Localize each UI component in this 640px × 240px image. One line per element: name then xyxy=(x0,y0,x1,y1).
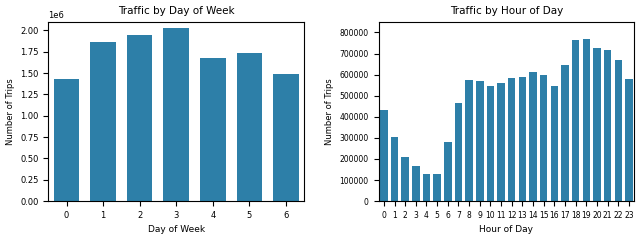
Bar xyxy=(582,39,590,201)
Bar xyxy=(54,79,79,201)
Title: Traffic by Day of Week: Traffic by Day of Week xyxy=(118,6,234,16)
Bar xyxy=(561,65,569,201)
Title: Traffic by Hour of Day: Traffic by Hour of Day xyxy=(450,6,563,16)
Bar xyxy=(127,35,152,201)
Bar xyxy=(614,60,622,201)
Bar xyxy=(465,80,473,201)
X-axis label: Hour of Day: Hour of Day xyxy=(479,225,533,234)
Bar xyxy=(90,42,116,201)
Bar xyxy=(423,174,430,201)
Bar xyxy=(163,28,189,201)
Bar xyxy=(508,78,515,201)
Bar xyxy=(444,142,452,201)
Bar xyxy=(237,54,262,201)
Bar xyxy=(604,50,611,201)
Bar xyxy=(433,174,441,201)
Bar xyxy=(593,48,601,201)
Bar xyxy=(200,58,225,201)
Bar xyxy=(380,110,388,201)
Bar xyxy=(540,75,547,201)
Bar xyxy=(391,137,398,201)
Bar xyxy=(476,81,483,201)
Bar xyxy=(497,83,505,201)
Bar xyxy=(412,166,420,201)
Bar xyxy=(550,86,558,201)
Y-axis label: Number of Trips: Number of Trips xyxy=(325,78,334,145)
Bar xyxy=(455,103,462,201)
Bar xyxy=(625,79,633,201)
Bar xyxy=(529,72,537,201)
Bar xyxy=(572,41,579,201)
X-axis label: Day of Week: Day of Week xyxy=(148,225,205,234)
Bar xyxy=(486,86,494,201)
Bar xyxy=(401,157,409,201)
Bar xyxy=(518,77,526,201)
Bar xyxy=(273,74,299,201)
Y-axis label: Number of Trips: Number of Trips xyxy=(6,78,15,145)
